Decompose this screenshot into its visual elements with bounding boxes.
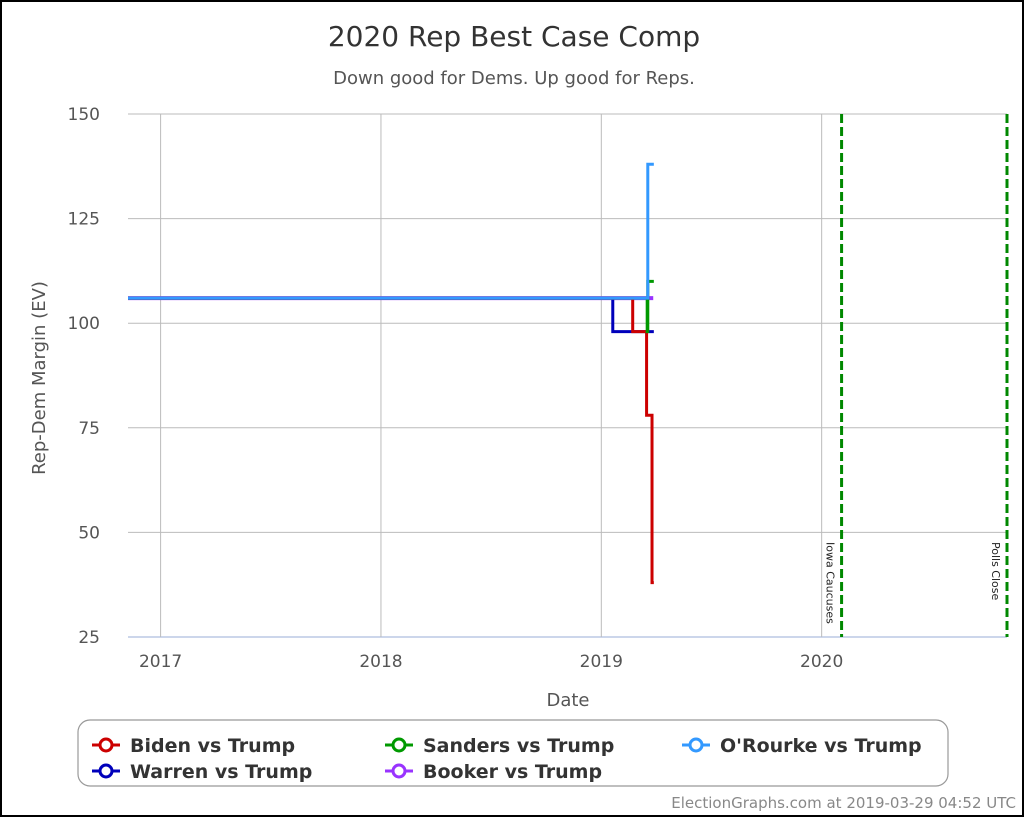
chart-title: 2020 Rep Best Case Comp: [328, 20, 700, 53]
legend-marker-icon: [98, 763, 114, 779]
series-line: [128, 279, 654, 334]
series-line: [128, 296, 654, 334]
annotation-label: Polls Close: [989, 542, 1002, 601]
x-axis-label: Date: [546, 690, 589, 711]
annotation-label: Iowa Caucuses: [824, 542, 837, 624]
y-tick-label: 150: [68, 105, 100, 125]
y-tick-label: 125: [68, 210, 100, 230]
legend-item: Sanders vs Trump: [423, 735, 614, 757]
legend-item: Booker vs Trump: [423, 761, 602, 783]
legend-item: O'Rourke vs Trump: [720, 735, 922, 757]
x-tick-label: 2019: [580, 652, 623, 672]
x-tick-label: 2017: [139, 652, 182, 672]
legend-marker-icon: [98, 737, 114, 753]
legend-marker-icon: [391, 737, 407, 753]
y-axis-label: Rep-Dem Margin (EV): [29, 281, 50, 475]
y-tick-label: 50: [78, 523, 100, 543]
y-tick-label: 100: [68, 314, 100, 334]
series-line: [128, 296, 654, 585]
x-tick-label: 2018: [359, 652, 402, 672]
legend-marker-icon: [688, 737, 704, 753]
y-tick-label: 25: [78, 628, 100, 648]
chart-subtitle: Down good for Dems. Up good for Reps.: [333, 68, 695, 89]
legend-item: Biden vs Trump: [130, 735, 295, 757]
legend-box: [77, 719, 949, 787]
series-line: [128, 162, 654, 300]
y-tick-label: 75: [78, 419, 100, 439]
legend-marker-icon: [391, 763, 407, 779]
footer-credit: ElectionGraphs.com at 2019-03-29 04:52 U…: [671, 794, 1016, 812]
x-tick-label: 2020: [800, 652, 843, 672]
legend-item: Warren vs Trump: [130, 761, 312, 783]
